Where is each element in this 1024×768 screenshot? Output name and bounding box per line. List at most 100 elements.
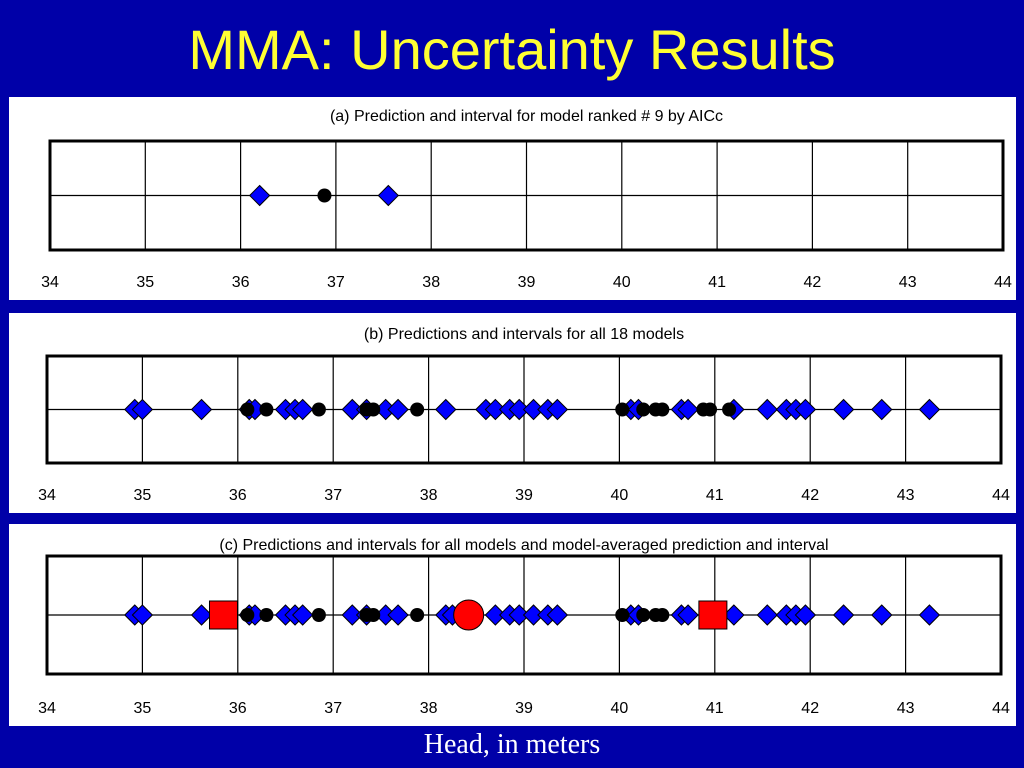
chart-b-prediction-marker	[240, 402, 255, 417]
chart-c-tick-label: 41	[706, 700, 724, 717]
chart-b-interval-marker	[522, 398, 545, 421]
chart-a-tick-label: 37	[327, 274, 345, 291]
chart-b-tick-label: 43	[897, 487, 915, 504]
chart-panel-c: (c) Predictions and intervals for all mo…	[9, 524, 1016, 726]
chart-b-tick-label: 42	[801, 487, 819, 504]
chart-b-interval-marker	[546, 398, 569, 421]
chart-b-prediction-marker	[703, 402, 718, 417]
chart-c-tick-label: 35	[134, 700, 152, 717]
chart-c-averaged-interval-marker	[698, 600, 728, 630]
chart-c-prediction-marker	[311, 608, 326, 622]
chart-a-plot-frame	[48, 139, 1005, 252]
chart-b-tick-label: 44	[992, 487, 1010, 504]
chart-b-tick-label: 41	[706, 487, 724, 504]
chart-c-prediction-marker	[410, 608, 425, 622]
axis-caption: Head, in meters	[423, 729, 601, 760]
chart-c-averaged-interval-marker	[208, 600, 238, 630]
chart-c-interval-marker	[341, 604, 363, 626]
chart-b-interval-marker	[190, 398, 213, 421]
chart-b-tick-label: 37	[324, 487, 342, 504]
chart-b-prediction-marker	[615, 402, 630, 417]
chart-b-plot-frame	[45, 354, 1003, 465]
chart-c-interval-marker	[918, 604, 941, 626]
chart-b-tick-label: 38	[420, 487, 438, 504]
chart-c-interval-marker	[871, 604, 893, 626]
chart-b-interval-marker	[435, 398, 457, 421]
chart-c-tick-label: 42	[801, 700, 819, 717]
chart-c-interval-marker	[832, 604, 855, 626]
chart-b-prediction-marker	[636, 402, 651, 417]
chart-a-prediction-marker	[317, 188, 332, 203]
chart-c-tick-label: 43	[897, 700, 915, 717]
chart-b-svg: (b) Predictions and intervals for all 18…	[38, 326, 1010, 504]
chart-a-tick-label: 38	[422, 274, 440, 291]
chart-a-tick-label: 36	[232, 274, 250, 291]
chart-b-interval-marker	[756, 398, 778, 421]
chart-b-tick-label: 36	[229, 487, 247, 504]
chart-a-tick-label: 41	[708, 274, 726, 291]
chart-a-tick-label: 42	[804, 274, 822, 291]
chart-c-interval-marker	[756, 604, 778, 626]
chart-c-svg: (c) Predictions and intervals for all mo…	[38, 537, 1010, 717]
chart-c-tick-label: 38	[420, 700, 438, 717]
chart-c-interval-marker	[291, 604, 314, 626]
chart-b-prediction-marker	[410, 402, 425, 417]
chart-c-tick-label: 36	[229, 700, 247, 717]
chart-b-tick-label: 39	[515, 487, 533, 504]
chart-b-title: (b) Predictions and intervals for all 18…	[364, 326, 684, 343]
chart-c-title: (c) Predictions and intervals for all mo…	[219, 537, 828, 554]
chart-c-tick-label: 39	[515, 700, 533, 717]
chart-a-tick-label: 39	[518, 274, 536, 291]
chart-c-plot-frame	[45, 554, 1003, 676]
chart-b-prediction-marker	[722, 402, 737, 417]
chart-b-interval-marker	[794, 398, 817, 421]
chart-a-tick-label: 44	[994, 274, 1012, 291]
chart-c-averaged-prediction-marker	[453, 599, 485, 631]
chart-a-tick-label: 34	[41, 274, 59, 291]
chart-c-tick-label: 37	[324, 700, 342, 717]
chart-c-interval-marker	[387, 604, 409, 626]
chart-b-interval-marker	[918, 398, 941, 421]
chart-b-interval-marker	[484, 398, 507, 421]
chart-b-prediction-marker	[366, 402, 381, 417]
chart-b-prediction-marker	[311, 402, 326, 417]
chart-c-tick-label: 44	[992, 700, 1010, 717]
chart-c-prediction-marker	[259, 608, 274, 622]
chart-b-prediction-marker	[259, 402, 274, 417]
chart-c-prediction-marker	[655, 608, 670, 622]
chart-c-prediction-marker	[636, 608, 651, 622]
chart-b-interval-marker	[832, 398, 855, 421]
chart-c-interval-marker	[484, 604, 507, 626]
chart-b-prediction-marker	[655, 402, 670, 417]
chart-c-interval-marker	[677, 604, 699, 626]
chart-b-tick-label: 34	[38, 487, 56, 504]
chart-b-tick-label: 40	[611, 487, 629, 504]
slide-title: MMA: Uncertainty Results	[188, 18, 836, 81]
chart-c-interval-marker	[131, 604, 154, 626]
chart-b-interval-marker	[508, 398, 530, 421]
chart-a-interval-marker	[248, 184, 271, 207]
chart-a-title: (a) Prediction and interval for model ra…	[330, 108, 723, 125]
chart-c-tick-label: 34	[38, 700, 56, 717]
chart-panel-b: (b) Predictions and intervals for all 18…	[9, 313, 1016, 513]
chart-a-tick-label: 40	[613, 274, 631, 291]
chart-a-tick-label: 35	[136, 274, 154, 291]
chart-c-interval-marker	[546, 604, 569, 626]
chart-b-interval-marker	[871, 398, 893, 421]
chart-c-tick-label: 40	[611, 700, 629, 717]
chart-panel-a: (a) Prediction and interval for model ra…	[9, 97, 1016, 300]
chart-b-interval-marker	[387, 398, 409, 421]
chart-c-interval-marker	[522, 604, 545, 626]
chart-b-tick-label: 35	[134, 487, 152, 504]
chart-b-interval-marker	[131, 398, 154, 421]
chart-c-interval-marker	[190, 604, 213, 626]
chart-c-interval-marker	[794, 604, 817, 626]
chart-a-tick-label: 43	[899, 274, 917, 291]
chart-c-prediction-marker	[366, 608, 381, 622]
chart-c-prediction-marker	[615, 608, 630, 622]
chart-c-prediction-marker	[240, 608, 255, 622]
chart-b-interval-marker	[341, 398, 363, 421]
chart-b-interval-marker	[677, 398, 699, 421]
chart-a-interval-marker	[377, 184, 400, 207]
chart-b-interval-marker	[291, 398, 314, 421]
